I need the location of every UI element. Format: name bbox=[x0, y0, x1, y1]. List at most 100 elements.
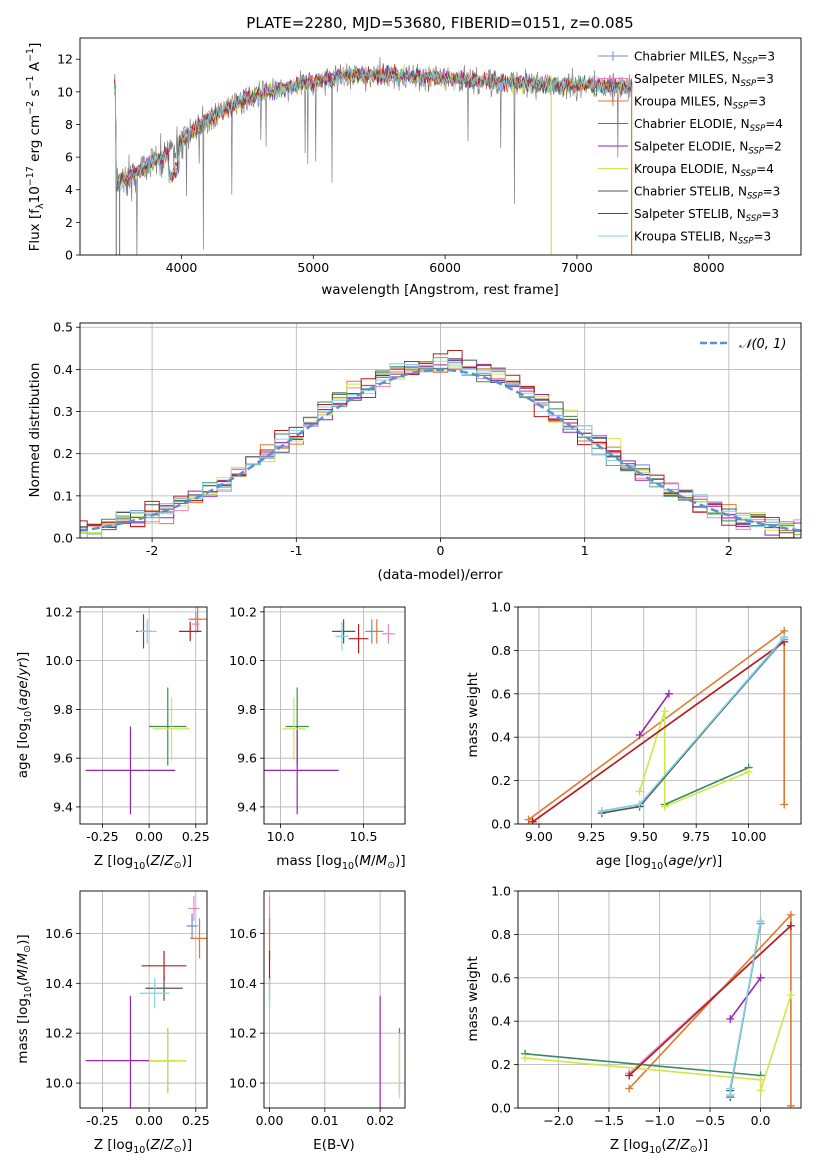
residual-histogram-step bbox=[80, 368, 801, 532]
y-tick-label: 1.0 bbox=[491, 884, 511, 899]
y-tick-label: 0.4 bbox=[53, 362, 73, 377]
weight-marker bbox=[528, 817, 537, 824]
age-vs-Z-xlabel: Z [log10(Z/Z⊙)] bbox=[94, 853, 192, 872]
y-tick-label: 0.0 bbox=[491, 1101, 511, 1116]
y-tick-label: 9.8 bbox=[53, 702, 73, 717]
axes-frame bbox=[263, 606, 406, 825]
age-vs-mass-xlabel: mass [log10(M/M⊙)] bbox=[276, 853, 405, 872]
legend-label: Kroupa STELIB, NSSP=3 bbox=[634, 230, 771, 247]
mass-vs-ebv-xlabel: E(B-V) bbox=[313, 1137, 355, 1153]
y-tick-label: 0.4 bbox=[491, 1014, 511, 1029]
spectrum-xlabel: wavelength [Angstrom, rest frame] bbox=[321, 282, 559, 298]
axes-age_vs_mass: 10.0 10.5 9.4 9.6 9.8 10.0 10.2 bbox=[229, 604, 406, 844]
x-tick-label: 0.25 bbox=[182, 1113, 210, 1128]
y-tick-label: 10.2 bbox=[45, 604, 73, 619]
x-tick-label: 9.25 bbox=[577, 829, 605, 844]
legend-label: Salpeter STELIB, NSSP=3 bbox=[634, 207, 779, 224]
weight-marker bbox=[521, 1054, 530, 1063]
y-tick-label: 0 bbox=[65, 248, 73, 263]
weight-line bbox=[601, 636, 785, 812]
y-tick-label: 10.0 bbox=[45, 653, 73, 668]
weight-marker bbox=[756, 973, 765, 982]
plot-area-age_vs_mass bbox=[264, 619, 396, 815]
y-tick-label: 0.8 bbox=[491, 927, 511, 942]
x-tick-label: 10.0 bbox=[267, 829, 295, 844]
gaussian-legend-label: 𝒩(0, 1) bbox=[739, 337, 786, 352]
y-tick-label: 10.6 bbox=[229, 926, 257, 941]
x-tick-label: 0.00 bbox=[135, 829, 163, 844]
x-tick-label: -1 bbox=[290, 543, 302, 558]
x-tick-label: -0.25 bbox=[86, 829, 118, 844]
residual-histogram-step bbox=[80, 350, 801, 538]
weight-line bbox=[525, 1053, 761, 1077]
axes-frame bbox=[517, 890, 802, 1109]
x-tick-label: 0.01 bbox=[311, 1113, 339, 1128]
weight-marker bbox=[660, 802, 669, 811]
x-tick-label: 0.02 bbox=[366, 1113, 394, 1128]
spectrum-ylabel: Flux [fλ10−17 erg cm−2 s−1 A−1] bbox=[25, 43, 46, 252]
y-tick-label: 9.8 bbox=[237, 702, 257, 717]
axes-residuals: -2 -1 0 1 2 0.0 0.1 0.2 0.3 0.4 0.5 bbox=[53, 320, 802, 558]
y-tick-label: 9.4 bbox=[53, 799, 73, 814]
legend-label: Chabrier MILES, NSSP=3 bbox=[634, 50, 775, 67]
y-tick-label: 10.6 bbox=[45, 926, 73, 941]
weight-marker bbox=[635, 800, 644, 809]
y-tick-label: 12 bbox=[57, 52, 73, 67]
weight-vs-age-ylabel: mass weight bbox=[465, 672, 481, 757]
legend-label: Salpeter ELODIE, NSSP=2 bbox=[634, 140, 782, 157]
x-tick-label: 0.00 bbox=[135, 1113, 163, 1128]
x-tick-label: 0.00 bbox=[256, 1113, 284, 1128]
x-tick-label: 0.0 bbox=[751, 1113, 771, 1128]
weight-line bbox=[638, 693, 670, 736]
plot-area-mass_vs_Z bbox=[85, 895, 207, 1108]
y-tick-label: 10 bbox=[57, 84, 73, 99]
y-tick-label: 9.6 bbox=[237, 751, 257, 766]
plot-area-weight_vs_Z bbox=[521, 910, 795, 1108]
axes-frame bbox=[79, 890, 208, 1109]
weight-marker bbox=[780, 633, 789, 642]
y-tick-label: 2 bbox=[65, 215, 73, 230]
y-tick-label: 10.2 bbox=[229, 1026, 257, 1041]
weight-vs-age-xlabel: age [log10(age/yr)] bbox=[596, 853, 722, 872]
y-tick-label: 10.2 bbox=[229, 604, 257, 619]
x-tick-label: 9.00 bbox=[525, 829, 553, 844]
y-tick-label: 0.1 bbox=[53, 488, 73, 503]
y-tick-label: 0.2 bbox=[491, 773, 511, 788]
residual-ylabel: Normed distribution bbox=[27, 363, 43, 498]
x-tick-label: 8000 bbox=[693, 260, 725, 275]
y-tick-label: 8 bbox=[65, 117, 73, 132]
weight-marker bbox=[744, 767, 753, 776]
y-tick-label: 0.4 bbox=[491, 730, 511, 745]
axes-mass_vs_ebv: 0.00 0.01 0.02 10.0 10.2 10.4 10.6 bbox=[229, 890, 406, 1128]
weight-marker bbox=[524, 815, 533, 824]
y-tick-label: 0.6 bbox=[491, 970, 511, 985]
residual-histogram-step bbox=[80, 359, 801, 536]
axes-weight_vs_age: 9.00 9.25 9.50 9.75 10.00 0.0 0.2 0.4 0.6 0.8 1.0 bbox=[491, 600, 802, 844]
y-tick-label: 10.2 bbox=[45, 1026, 73, 1041]
y-tick-label: 0.2 bbox=[491, 1057, 511, 1072]
weight-marker bbox=[786, 991, 795, 1000]
y-tick-label: 10.4 bbox=[229, 976, 257, 991]
legend-label: Kroupa ELODIE, NSSP=4 bbox=[634, 162, 774, 179]
y-tick-label: 0.2 bbox=[53, 446, 73, 461]
weight-marker bbox=[726, 1015, 735, 1024]
weight-marker bbox=[635, 731, 644, 740]
x-tick-label: 9.50 bbox=[630, 829, 658, 844]
legend-label: Chabrier STELIB, NSSP=3 bbox=[634, 185, 780, 202]
weight-line bbox=[601, 636, 785, 814]
weight-marker bbox=[597, 806, 606, 815]
weight-line bbox=[525, 994, 792, 1091]
weight-marker bbox=[664, 689, 673, 698]
weight-marker bbox=[756, 1086, 765, 1095]
weight-marker bbox=[786, 910, 795, 919]
plot-area-residuals bbox=[80, 350, 801, 538]
y-tick-label: 0.6 bbox=[491, 686, 511, 701]
y-tick-label: 0.3 bbox=[53, 404, 73, 419]
legend-label: Kroupa MILES, NSSP=3 bbox=[634, 95, 766, 112]
y-tick-label: 4 bbox=[65, 182, 73, 197]
weight-marker bbox=[756, 1075, 765, 1084]
axes-frame bbox=[79, 37, 802, 256]
weight-marker bbox=[625, 1084, 634, 1093]
x-tick-label: 7000 bbox=[561, 260, 593, 275]
